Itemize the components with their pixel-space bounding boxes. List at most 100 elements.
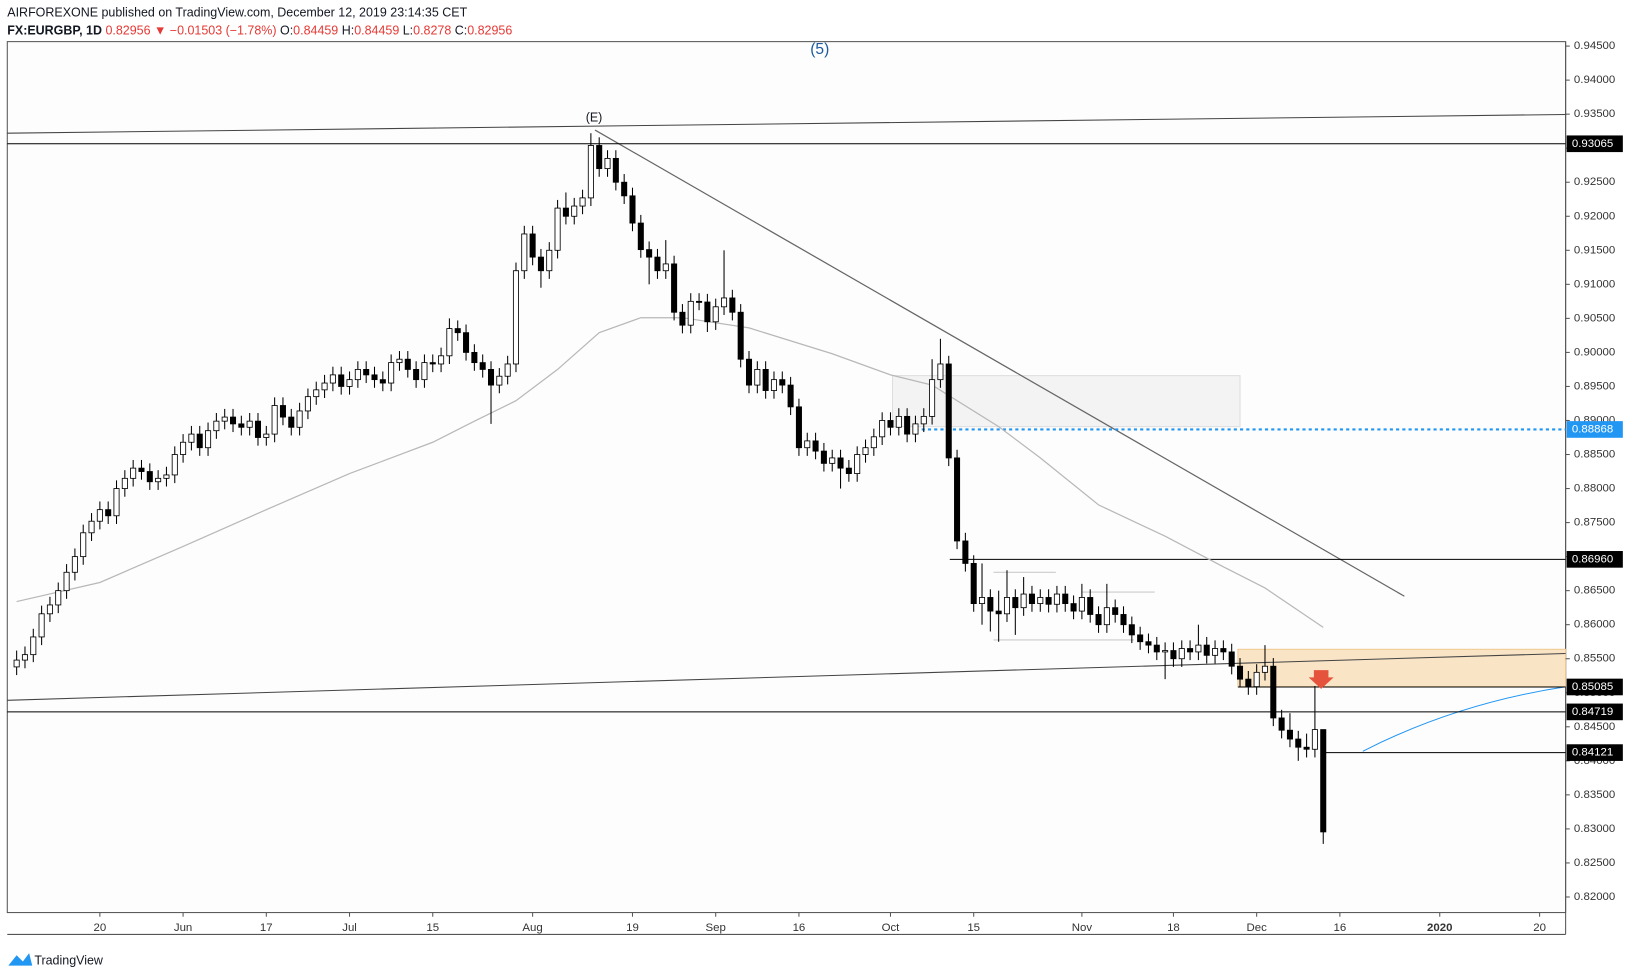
candle-body	[80, 532, 87, 558]
level-label-bg	[1566, 744, 1623, 761]
candle-body	[671, 263, 678, 313]
candle-body	[1078, 597, 1085, 612]
candle-body	[38, 613, 45, 638]
x-tick-label: 19	[626, 922, 639, 934]
candle-body	[171, 454, 178, 476]
open-label: O:	[280, 23, 293, 37]
candle-body	[1070, 603, 1077, 612]
candle-body	[371, 374, 378, 381]
candle-body	[388, 362, 395, 384]
candle-body	[1236, 665, 1244, 680]
candles	[13, 133, 1327, 844]
candle-body	[521, 233, 528, 272]
publisher-line: AIRFOREXONE published on TradingView.com…	[7, 6, 467, 20]
candle-body	[970, 563, 977, 605]
trendline	[7, 652, 1566, 701]
candle-body	[346, 379, 353, 387]
candle-body	[1087, 597, 1094, 615]
candle-body	[196, 433, 203, 449]
candle-body	[995, 610, 1002, 615]
candle-body	[13, 659, 20, 668]
y-tick-label: 0.90000	[1574, 346, 1615, 358]
candle-body	[1137, 634, 1144, 643]
y-tick-label: 0.85500	[1574, 653, 1615, 665]
candle-body	[238, 423, 245, 428]
level-label: 0.85085	[1572, 681, 1613, 693]
candle-body	[379, 379, 386, 384]
close-label: C:	[455, 23, 467, 37]
candle-body	[138, 467, 145, 472]
candle-body	[130, 467, 137, 479]
level-label-bg	[1566, 421, 1623, 438]
candle-body	[146, 471, 153, 483]
y-tick-label: 0.90500	[1574, 312, 1615, 324]
overlay: (E) (5)	[586, 41, 1334, 689]
candle-body	[1095, 614, 1102, 626]
candle-body	[479, 362, 486, 370]
candle-body	[712, 306, 719, 323]
symbol: FX:EURGBP, 1D	[7, 23, 102, 37]
close-value: 0.82956	[467, 23, 512, 37]
candle-body	[904, 415, 911, 435]
x-tick-label: Nov	[1072, 922, 1093, 934]
candle-body	[263, 433, 270, 438]
candle-body	[1062, 593, 1069, 605]
candle-body	[770, 379, 777, 391]
candle-body	[1153, 644, 1160, 653]
candle-body	[1162, 650, 1169, 653]
x-tick-label: 16	[1334, 922, 1347, 934]
candle-body	[313, 389, 320, 398]
candle-body	[421, 362, 428, 381]
candle-body	[1195, 644, 1202, 653]
candle-body	[1278, 717, 1285, 731]
candle-body	[912, 423, 919, 435]
candle-body	[180, 441, 187, 455]
trendline	[594, 129, 1405, 597]
candle-body	[562, 207, 569, 217]
level-label-bg	[1566, 678, 1623, 696]
candle-body	[546, 249, 553, 272]
y-tick-label: 0.88500	[1574, 449, 1615, 461]
low-value: 0.8278	[413, 23, 451, 37]
x-tick-label: 15	[426, 922, 439, 934]
candle-body	[721, 297, 728, 308]
level-label: 0.86960	[1572, 553, 1613, 565]
candle-body	[1170, 650, 1177, 660]
trendline	[7, 113, 1566, 134]
candle-body	[870, 436, 877, 449]
candle-body	[571, 205, 578, 217]
x-tick-label: 20	[1533, 922, 1546, 934]
x-tick-label: Jun	[174, 922, 192, 934]
candle-body	[945, 363, 952, 459]
y-tick-label: 0.88000	[1574, 483, 1615, 495]
last-price: 0.82956	[105, 23, 150, 37]
candle-body	[654, 256, 661, 272]
candle-body	[454, 328, 461, 334]
candle-body	[329, 374, 336, 384]
candle-body	[646, 249, 653, 258]
candle-body	[1120, 614, 1127, 626]
candle-body	[1203, 644, 1210, 656]
level-label: 0.84121	[1572, 747, 1613, 759]
candle-body	[837, 457, 844, 469]
candle-body	[1012, 597, 1019, 609]
candle-body	[804, 440, 811, 449]
candle-body	[1212, 648, 1219, 656]
candle-body	[787, 384, 794, 408]
candle-body	[1245, 678, 1252, 688]
candle-body	[21, 654, 28, 661]
x-tick-label: Jul	[342, 922, 357, 934]
x-tick-label: 20	[94, 922, 107, 934]
candle-body	[579, 197, 586, 207]
candle-body	[487, 369, 495, 386]
level-label: 0.84719	[1572, 706, 1613, 718]
candle-body	[338, 374, 345, 387]
candle-body	[820, 450, 827, 464]
x-tick-label: Aug	[522, 922, 542, 934]
candle-body	[1270, 665, 1277, 719]
y-tick-label: 0.91500	[1574, 244, 1615, 256]
low-label: L:	[403, 23, 413, 37]
candle-body	[63, 571, 70, 592]
level-label: 0.88868	[1572, 423, 1613, 435]
candle-body	[554, 207, 561, 251]
